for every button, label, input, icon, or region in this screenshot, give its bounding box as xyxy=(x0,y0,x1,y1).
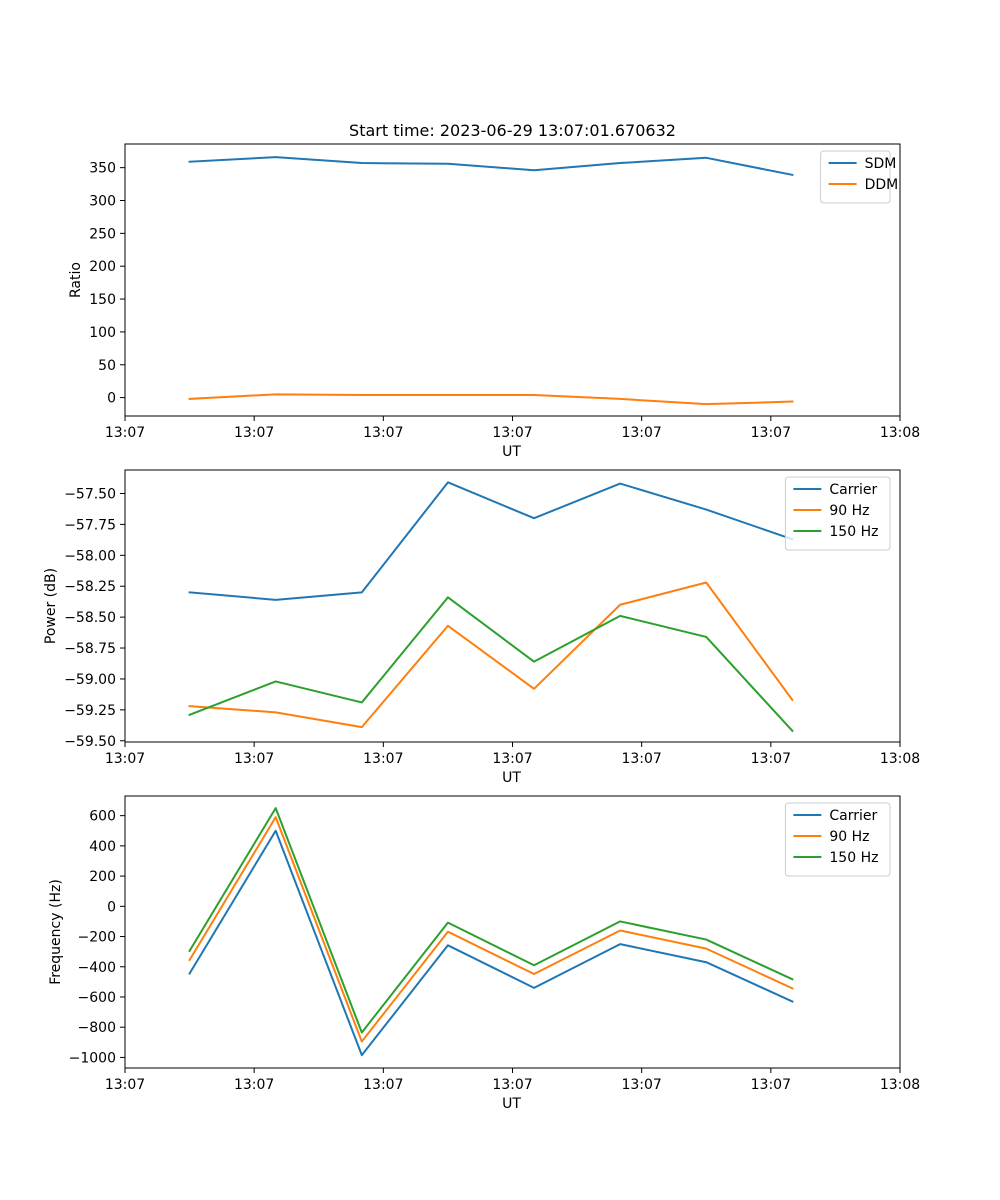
series-line-150-hz xyxy=(188,596,794,733)
x-tick-label: 13:07 xyxy=(234,425,274,441)
x-tick-label: 13:07 xyxy=(234,751,274,767)
x-axis-label: UT xyxy=(502,444,521,460)
y-tick-label: 250 xyxy=(89,226,116,242)
y-tick-label: 100 xyxy=(89,325,116,341)
y-tick-label: −57.75 xyxy=(64,517,116,533)
chart-2: 13:07 13:07 13:07 13:07 13:07 13:07 13:08 −59.5… xyxy=(43,469,920,786)
x-tick-label: 13:07 xyxy=(234,1077,274,1093)
y-tick-label: 300 xyxy=(89,194,116,210)
y-axis-label: Power (dB) xyxy=(43,568,59,644)
x-tick-label: 13:07 xyxy=(363,425,403,441)
y-tick-label: −59.25 xyxy=(64,703,116,719)
legend-entry: Carrier xyxy=(829,808,877,824)
y-tick-label: 600 xyxy=(89,809,116,825)
y-tick-label: −200 xyxy=(78,930,116,946)
x-tick-label: 13:07 xyxy=(363,751,403,767)
chart-3: 13:07 13:07 13:07 13:07 13:07 13:07 13:08 −1000… xyxy=(48,795,920,1112)
x-tick-label: 13:07 xyxy=(105,751,145,767)
legend-entry: 90 Hz xyxy=(829,829,869,845)
y-tick-label: −400 xyxy=(78,960,116,976)
y-tick-label: 0 xyxy=(107,899,116,915)
y-tick-label: 350 xyxy=(89,161,116,177)
y-tick-label: −600 xyxy=(78,990,116,1006)
x-tick-label: 13:07 xyxy=(621,751,661,767)
x-axis-label: UT xyxy=(502,770,521,786)
legend: Carrier 90 Hz 150 Hz xyxy=(784,476,891,551)
legend-entry: Carrier xyxy=(829,482,877,498)
legend: Carrier 90 Hz 150 Hz xyxy=(784,802,891,877)
y-tick-label: −57.50 xyxy=(64,486,116,502)
y-tick-label: 200 xyxy=(89,869,116,885)
x-tick-label: 13:07 xyxy=(751,751,791,767)
y-tick-label: −1000 xyxy=(69,1050,116,1066)
x-tick-label: 13:07 xyxy=(492,751,532,767)
y-tick-label: 0 xyxy=(107,391,116,407)
series-line-ddm xyxy=(188,393,794,406)
x-tick-label: 13:07 xyxy=(621,425,661,441)
y-tick-label: −800 xyxy=(78,1020,116,1036)
x-tick-label: 13:08 xyxy=(880,425,920,441)
chart-title: Start time: 2023-06-29 13:07:01.670632 xyxy=(349,121,676,140)
y-axis-label: Ratio xyxy=(68,262,84,298)
x-tick-label: 13:07 xyxy=(363,1077,403,1093)
x-tick-label: 13:07 xyxy=(751,425,791,441)
legend-entry: 90 Hz xyxy=(829,503,869,519)
legend-entry: DDM xyxy=(865,177,899,193)
y-tick-label: −58.50 xyxy=(64,610,116,626)
y-tick-label: 50 xyxy=(98,358,116,374)
series-line-sdm xyxy=(188,156,794,177)
chart-1: 13:07 13:07 13:07 13:07 13:07 13:07 13:08 0 50 10… xyxy=(68,121,920,460)
y-tick-label: −58.25 xyxy=(64,579,116,595)
series-line-carrier xyxy=(188,829,794,1057)
series-line-90-hz xyxy=(188,816,794,1043)
y-tick-label: 200 xyxy=(89,259,116,275)
x-axis-label: UT xyxy=(502,1096,521,1112)
legend-entry: 150 Hz xyxy=(829,850,878,866)
y-axis-label: Frequency (Hz) xyxy=(48,879,64,985)
legend-entry: 150 Hz xyxy=(829,524,878,540)
x-tick-label: 13:08 xyxy=(880,751,920,767)
y-tick-label: −58.75 xyxy=(64,641,116,657)
y-tick-label: −59.00 xyxy=(64,672,116,688)
x-tick-label: 13:07 xyxy=(492,1077,532,1093)
x-tick-label: 13:07 xyxy=(751,1077,791,1093)
series-line-carrier xyxy=(188,481,794,601)
legend-entry: SDM xyxy=(865,156,897,172)
x-tick-label: 13:07 xyxy=(105,425,145,441)
y-tick-label: −58.00 xyxy=(64,548,116,564)
y-tick-label: 150 xyxy=(89,292,116,308)
x-tick-label: 13:08 xyxy=(880,1077,920,1093)
y-tick-label: −59.50 xyxy=(64,734,116,750)
series-line-150-hz xyxy=(188,807,794,1034)
y-tick-label: 400 xyxy=(89,839,116,855)
x-tick-label: 13:07 xyxy=(105,1077,145,1093)
series-line-90-hz xyxy=(188,581,794,729)
legend: SDM DDM xyxy=(820,150,899,204)
x-tick-label: 13:07 xyxy=(621,1077,661,1093)
x-tick-label: 13:07 xyxy=(492,425,532,441)
